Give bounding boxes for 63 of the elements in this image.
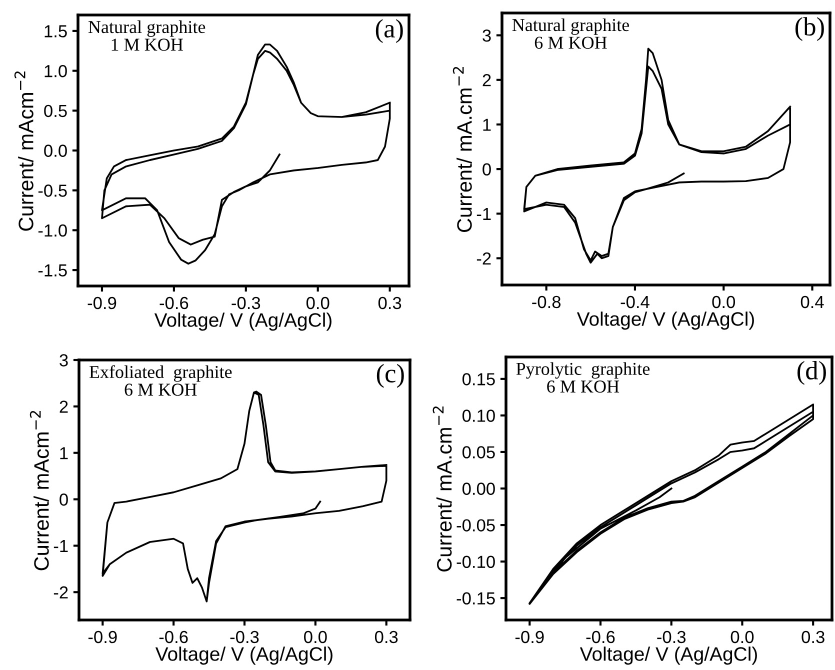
y-tick-label: 0.0: [44, 144, 67, 157]
y-tick-label: 1.0: [44, 64, 67, 78]
y-tick-label: 0.15: [462, 373, 495, 386]
x-tick-label: 0.0: [306, 296, 330, 310]
y-tick-label: 1: [483, 118, 491, 131]
x-tick-label: -0.6: [586, 630, 615, 644]
annotation: Exfoliated graphite 6 M KOH: [89, 365, 232, 396]
y-axis-title: Current/ mAcm$^{−2}$: [14, 71, 34, 231]
y-tick-label: 0.00: [462, 482, 495, 495]
y-tick-label: -0.05: [456, 519, 495, 532]
y-tick-label: 1: [60, 447, 68, 460]
x-tick-label: -0.6: [159, 630, 188, 644]
y-tick-label: -2: [54, 586, 68, 598]
x-tick-label: -0.9: [88, 296, 116, 310]
y-tick-label: 0.5: [44, 104, 67, 118]
x-tick-label: 0.3: [374, 630, 398, 644]
x-tick-label: -0.8: [532, 296, 561, 308]
x-tick-label: -0.4: [620, 296, 650, 308]
y-tick-label: 0: [60, 493, 68, 506]
y-tick-label: -1.5: [38, 264, 67, 277]
x-axis-title: Voltage/ V (Ag/AgCl): [576, 312, 754, 330]
y-tick-label: 3: [482, 29, 491, 42]
annotation: (a): [376, 19, 403, 43]
annotation: (b): [795, 17, 824, 42]
y-tick-label: 0.05: [462, 446, 495, 458]
y-tick-label: -0.10: [456, 556, 495, 568]
x-axis-title: Voltage/ V (Ag/AgCl): [155, 646, 332, 665]
y-tick-label: -1: [54, 540, 68, 552]
y-axis-title: Current/ mA.cm$^{−2}$: [432, 406, 452, 572]
x-tick-label: -0.9: [88, 630, 117, 644]
x-tick-label: 0.0: [712, 296, 736, 308]
y-tick-label: -1.0: [38, 224, 67, 237]
y-tick-label: 3: [60, 354, 68, 366]
annotation: Pyrolytic graphite 6 M KOH: [516, 362, 650, 393]
x-tick-label: -0.6: [160, 296, 188, 310]
x-axis-title: Voltage/ V (Ag/AgCl): [154, 312, 332, 331]
x-tick-label: -0.3: [230, 630, 259, 644]
annotation: Natural graphite 1 M KOH: [88, 20, 206, 51]
y-tick-label: 2: [60, 400, 68, 413]
y-tick-label: 0.10: [462, 410, 495, 422]
y-axis-title: Current/ mAcm$^{−2}$: [30, 410, 49, 570]
x-axis-title: Voltage/ V (Ag/AgCl): [580, 646, 757, 665]
x-tick-label: 0.0: [304, 630, 327, 644]
annotation: (c): [376, 364, 404, 388]
y-tick-label: 2: [482, 74, 491, 86]
x-tick-label: -0.3: [232, 296, 260, 310]
x-tick-label: 0.0: [730, 630, 754, 644]
x-tick-label: 0.3: [802, 630, 824, 644]
line-series: [523, 48, 792, 264]
x-tick-label: 0.4: [800, 296, 824, 308]
y-tick-label: -0.15: [456, 592, 495, 605]
line-series: [528, 404, 814, 605]
annotation: Natural graphite 6 M KOH: [512, 18, 630, 49]
y-tick-label: 0: [482, 163, 491, 176]
x-tick-label: -0.9: [515, 630, 544, 644]
x-tick-label: 0.3: [378, 296, 402, 310]
y-tick-label: -1: [476, 208, 491, 220]
y-tick-label: -2: [476, 252, 491, 265]
annotation: (d): [798, 360, 826, 385]
y-tick-label: 1.5: [44, 25, 67, 38]
x-tick-label: -0.3: [657, 630, 686, 644]
y-tick-label: -0.5: [38, 184, 67, 197]
y-axis-title: Current/ mA.cm$^{−2}$: [452, 66, 472, 232]
